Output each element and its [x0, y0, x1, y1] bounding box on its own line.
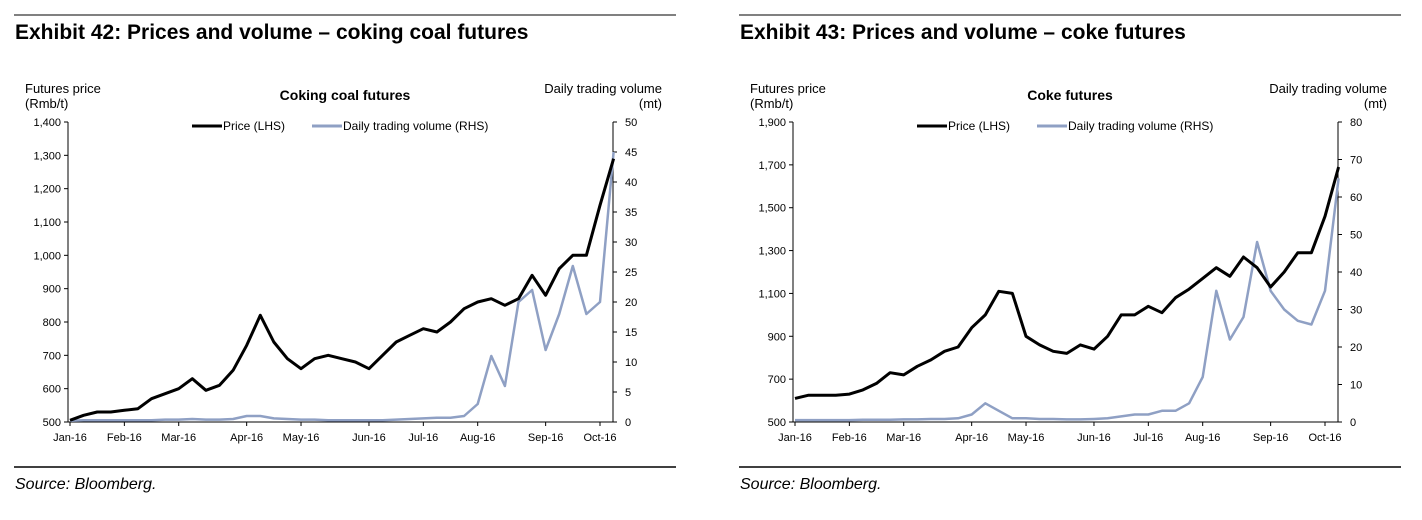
volume-line [795, 178, 1340, 422]
x-tick-label: Mar-16 [161, 432, 196, 444]
y-tick-label: 1,100 [33, 217, 61, 229]
y-tick-label: 1,100 [758, 288, 786, 300]
legend-label: Daily trading volume (RHS) [1068, 119, 1213, 133]
y2-axis-label: (mt) [639, 96, 662, 111]
y2-tick-label: 40 [625, 177, 637, 189]
y-axis-label: Futures price [25, 81, 101, 96]
x-tick-label: Jun-16 [352, 432, 386, 444]
y2-tick-label: 20 [1350, 342, 1362, 354]
y-tick-label: 1,900 [758, 117, 786, 129]
y-tick-label: 900 [768, 331, 786, 343]
legend-label: Price (LHS) [948, 119, 1010, 133]
x-tick-label: Apr-16 [230, 432, 263, 444]
chart-title: Coke futures [1027, 87, 1113, 103]
y2-tick-label: 35 [625, 207, 637, 219]
x-tick-label: Jul-16 [408, 432, 438, 444]
x-tick-label: Jan-16 [778, 432, 812, 444]
y2-tick-label: 50 [1350, 230, 1362, 242]
y-axis-label: (Rmb/t) [750, 96, 793, 111]
y-tick-label: 500 [43, 417, 61, 429]
y2-tick-label: 30 [1350, 305, 1362, 317]
volume-line [69, 151, 615, 423]
y-tick-label: 1,500 [758, 203, 786, 215]
y2-tick-label: 0 [625, 417, 631, 429]
x-tick-label: Oct-16 [583, 432, 616, 444]
price-line [794, 166, 1341, 400]
y-tick-label: 700 [43, 350, 61, 362]
y2-tick-label: 5 [625, 387, 631, 399]
x-tick-label: Sep-16 [528, 432, 563, 444]
y2-axis-label: Daily trading volume [544, 81, 662, 96]
x-tick-label: Jul-16 [1133, 432, 1163, 444]
y2-tick-label: 0 [1350, 417, 1356, 429]
y2-tick-label: 10 [625, 357, 637, 369]
y2-tick-label: 70 [1350, 155, 1362, 167]
y-tick-label: 700 [768, 374, 786, 386]
y2-tick-label: 50 [625, 117, 637, 129]
source: Source: Bloomberg. [740, 476, 881, 493]
y-tick-label: 1,400 [33, 117, 61, 129]
y2-tick-label: 80 [1350, 117, 1362, 129]
x-tick-label: Oct-16 [1308, 432, 1341, 444]
x-tick-label: May-16 [283, 432, 320, 444]
y-tick-label: 1,000 [33, 250, 61, 262]
y-tick-label: 900 [43, 284, 61, 296]
y2-tick-label: 15 [625, 327, 637, 339]
y2-axis-label: Daily trading volume [1269, 81, 1387, 96]
y-axis-label: Futures price [750, 81, 826, 96]
y-tick-label: 1,200 [33, 184, 61, 196]
y2-tick-label: 30 [625, 237, 637, 249]
legend-label: Daily trading volume (RHS) [343, 119, 488, 133]
y-tick-label: 800 [43, 317, 61, 329]
y-tick-label: 600 [43, 384, 61, 396]
y-tick-label: 1,300 [33, 150, 61, 162]
legend-label: Price (LHS) [223, 119, 285, 133]
x-tick-label: Feb-16 [107, 432, 142, 444]
chart-title: Coking coal futures [280, 87, 411, 103]
y2-axis-label: (mt) [1364, 96, 1387, 111]
x-tick-label: Sep-16 [1253, 432, 1288, 444]
exhibit-title: Exhibit 43: Prices and volume – coke fut… [740, 21, 1186, 44]
x-tick-label: Jan-16 [53, 432, 87, 444]
y-axis-label: (Rmb/t) [25, 96, 68, 111]
x-tick-label: Aug-16 [460, 432, 495, 444]
price-line [69, 158, 616, 422]
y-tick-label: 1,700 [758, 160, 786, 172]
x-tick-label: May-16 [1008, 432, 1045, 444]
x-tick-label: Aug-16 [1185, 432, 1220, 444]
x-tick-label: Apr-16 [955, 432, 988, 444]
x-tick-label: Feb-16 [832, 432, 867, 444]
y2-tick-label: 45 [625, 147, 637, 159]
x-tick-label: Jun-16 [1077, 432, 1111, 444]
y2-tick-label: 20 [625, 297, 637, 309]
y2-tick-label: 10 [1350, 380, 1362, 392]
y2-tick-label: 40 [1350, 267, 1362, 279]
y-tick-label: 500 [768, 417, 786, 429]
y-tick-label: 1,300 [758, 246, 786, 258]
exhibit-title: Exhibit 42: Prices and volume – coking c… [15, 21, 529, 44]
y2-tick-label: 25 [625, 267, 637, 279]
x-tick-label: Mar-16 [886, 432, 921, 444]
y2-tick-label: 60 [1350, 192, 1362, 204]
source: Source: Bloomberg. [15, 476, 156, 493]
